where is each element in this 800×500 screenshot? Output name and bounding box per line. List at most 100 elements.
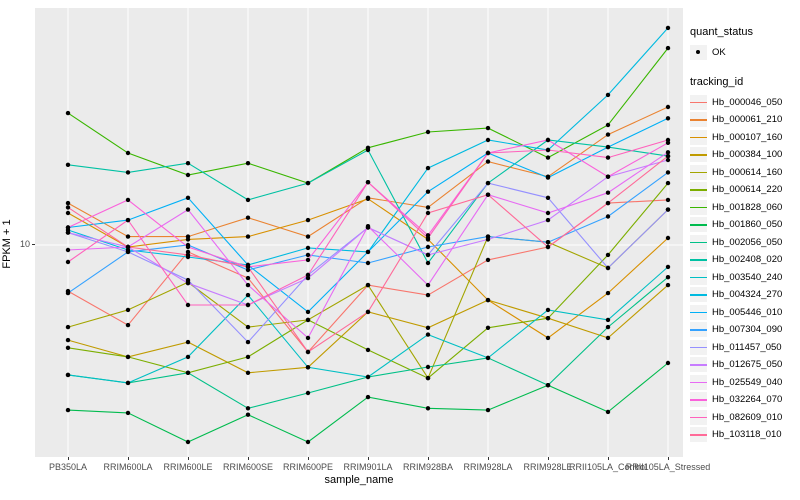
data-point bbox=[665, 275, 671, 280]
data-point bbox=[425, 325, 431, 330]
data-point bbox=[185, 339, 191, 345]
data-point bbox=[65, 210, 71, 216]
data-point bbox=[545, 137, 551, 143]
legend-item-label: OK bbox=[712, 47, 726, 59]
data-point bbox=[365, 282, 371, 288]
data-point bbox=[125, 249, 131, 255]
data-point bbox=[65, 372, 71, 378]
data-point bbox=[425, 364, 431, 370]
legend-key-swatch bbox=[690, 357, 707, 373]
data-point bbox=[665, 360, 671, 366]
data-point bbox=[305, 217, 311, 223]
x-tick-mark bbox=[428, 457, 429, 460]
legend-item-Hb_002408_020: Hb_002408_020 bbox=[690, 251, 798, 269]
legend-line-icon bbox=[690, 416, 707, 419]
data-point bbox=[665, 157, 671, 163]
data-point bbox=[305, 234, 311, 239]
legend-item-Hb_004324_270: Hb_004324_270 bbox=[690, 286, 798, 304]
data-point bbox=[185, 244, 191, 250]
data-point bbox=[305, 275, 311, 281]
legend-line-icon bbox=[690, 206, 707, 209]
data-point bbox=[605, 214, 611, 219]
data-point bbox=[605, 92, 611, 98]
legend-line-icon bbox=[690, 311, 707, 314]
plot-svg bbox=[35, 8, 683, 457]
data-point bbox=[485, 297, 491, 303]
data-point bbox=[605, 252, 611, 258]
legend-item-Hb_000614_220: Hb_000614_220 bbox=[690, 181, 798, 199]
legend-item-label: Hb_000107_160 bbox=[712, 131, 783, 143]
legend-key-swatch bbox=[690, 129, 707, 145]
data-point bbox=[305, 309, 311, 315]
data-point bbox=[185, 172, 191, 178]
legend-key-swatch bbox=[690, 112, 707, 128]
data-point bbox=[545, 316, 551, 321]
legend-item-label: Hb_000061_210 bbox=[712, 114, 783, 126]
data-point bbox=[665, 264, 671, 270]
x-tick-label-RRIM600LE: RRIM600LE bbox=[163, 462, 213, 472]
data-point bbox=[245, 215, 251, 220]
data-point bbox=[125, 410, 131, 416]
data-point bbox=[545, 217, 551, 223]
data-point bbox=[425, 406, 431, 411]
data-point bbox=[425, 165, 431, 171]
data-point bbox=[425, 375, 431, 381]
legend-line-icon bbox=[690, 154, 707, 156]
data-point bbox=[605, 132, 611, 137]
data-point bbox=[245, 302, 251, 308]
x-tick-label-RRIM600LA: RRIM600LA bbox=[103, 462, 153, 472]
data-point bbox=[425, 292, 431, 298]
legend-key-swatch bbox=[690, 199, 707, 215]
data-point bbox=[305, 180, 311, 186]
gridlines bbox=[35, 8, 683, 457]
data-point bbox=[485, 355, 491, 361]
data-point bbox=[605, 317, 611, 323]
legend-item-label: Hb_000384_100 bbox=[712, 149, 783, 161]
x-tick-label-RRIM600PE: RRIM600PE bbox=[282, 462, 334, 472]
legend-item-label: Hb_002408_020 bbox=[712, 254, 783, 266]
legend-item-label: Hb_032264_070 bbox=[712, 394, 783, 406]
data-point bbox=[245, 370, 251, 375]
data-point bbox=[485, 137, 491, 143]
data-point bbox=[245, 292, 251, 298]
x-tick-mark bbox=[668, 457, 669, 460]
data-point bbox=[665, 207, 671, 212]
data-point bbox=[125, 150, 131, 156]
data-point bbox=[305, 252, 311, 258]
data-point bbox=[245, 161, 251, 166]
legend-item-label: Hb_001860_050 bbox=[712, 219, 783, 231]
data-point bbox=[425, 189, 431, 194]
legend-item-Hb_012675_050: Hb_012675_050 bbox=[690, 356, 798, 374]
legend-key-swatch bbox=[690, 304, 707, 320]
ok-point-icon bbox=[696, 50, 700, 55]
data-point bbox=[365, 309, 371, 315]
legend-item-label: Hb_005446_010 bbox=[712, 306, 783, 318]
data-point bbox=[305, 272, 311, 278]
data-point bbox=[65, 345, 71, 350]
data-point bbox=[605, 122, 611, 128]
data-point bbox=[65, 110, 71, 116]
plot-panel bbox=[35, 8, 683, 457]
data-point bbox=[545, 240, 551, 245]
x-tick-label-PB350LA: PB350LA bbox=[48, 462, 88, 472]
legend-item-Hb_103118_010: Hb_103118_010 bbox=[690, 426, 798, 444]
x-tick-mark bbox=[608, 457, 609, 460]
data-point bbox=[305, 317, 311, 323]
data-point bbox=[245, 267, 251, 273]
data-point bbox=[605, 174, 611, 179]
legend-item-label: Hb_004324_270 bbox=[712, 289, 783, 301]
x-tick-label-RRII105LA_Stressed: RRII105LA_Stressed bbox=[625, 462, 711, 472]
data-point bbox=[65, 230, 71, 235]
data-point bbox=[125, 234, 131, 239]
data-point bbox=[365, 260, 371, 266]
x-tick-label-RRIM928LA: RRIM928LA bbox=[463, 462, 513, 472]
data-point bbox=[65, 259, 71, 265]
data-point bbox=[605, 144, 611, 150]
legend-item-Hb_032264_070: Hb_032264_070 bbox=[690, 391, 798, 409]
data-point bbox=[665, 235, 671, 241]
data-point bbox=[245, 412, 251, 417]
data-point bbox=[245, 354, 251, 360]
data-point bbox=[425, 210, 431, 216]
legend-item-Hb_000061_210: Hb_000061_210 bbox=[690, 111, 798, 129]
data-point bbox=[305, 257, 311, 263]
